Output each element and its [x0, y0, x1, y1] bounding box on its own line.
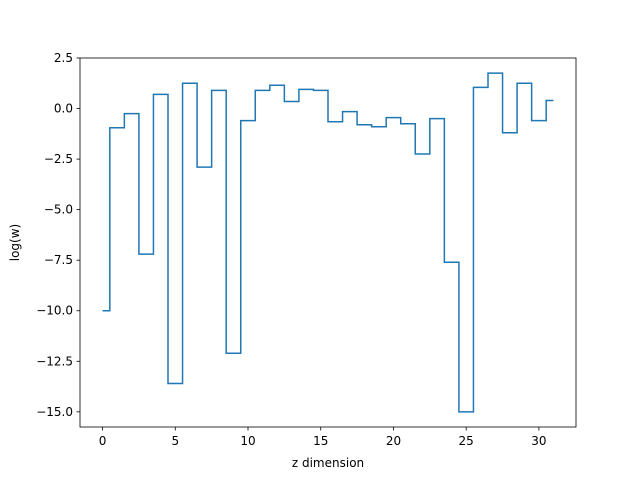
x-tick-label: 10 [240, 434, 255, 448]
y-tick-label: −5.0 [44, 203, 73, 217]
y-tick-label: −7.5 [44, 253, 73, 267]
y-tick-label: −2.5 [44, 152, 73, 166]
x-tick-label: 5 [171, 434, 179, 448]
y-tick-label: 2.5 [54, 51, 73, 65]
x-axis-label: z dimension [292, 456, 364, 470]
x-axis-ticks: 0 5 10 15 20 25 30 [99, 427, 547, 448]
y-tick-label: −10.0 [36, 304, 73, 318]
x-tick-label: 30 [531, 434, 546, 448]
series-line [102, 72, 554, 413]
x-tick-label: 15 [313, 434, 328, 448]
y-axis-ticks: 2.5 0.0 −2.5 −5.0 −7.5 −10.0 −12.5 −15.0 [36, 51, 80, 419]
x-tick-label: 0 [99, 434, 107, 448]
y-tick-label: −15.0 [36, 405, 73, 419]
y-tick-label: 0.0 [54, 102, 73, 116]
y-tick-label: −12.5 [36, 354, 73, 368]
plot-frame [79, 57, 577, 428]
series-layer [102, 72, 554, 413]
x-tick-label: 20 [386, 434, 401, 448]
x-tick-label: 25 [459, 434, 474, 448]
y-axis-label: log(w) [8, 224, 22, 261]
